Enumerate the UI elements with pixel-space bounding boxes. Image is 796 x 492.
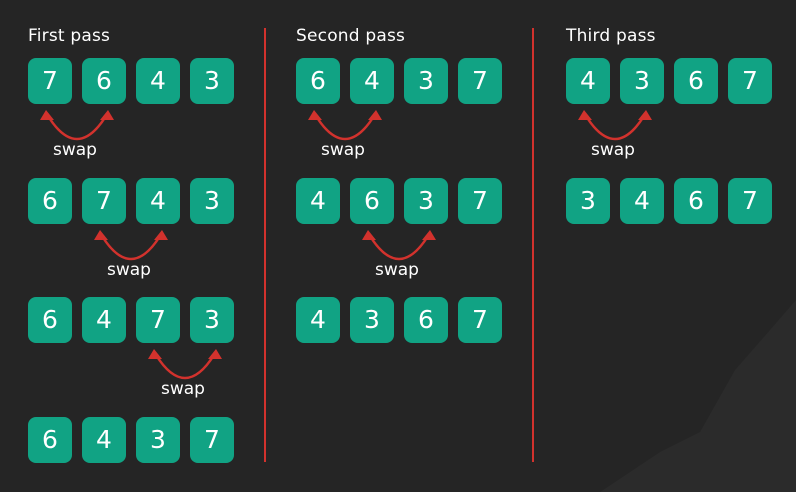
swap-label: swap (321, 140, 365, 160)
array-cell: 6 (82, 58, 126, 104)
array-cell: 4 (620, 178, 664, 224)
pass-divider (264, 28, 266, 462)
array-cell: 6 (28, 417, 72, 463)
array-cell: 3 (566, 178, 610, 224)
array-cell: 4 (350, 58, 394, 104)
swap-label: swap (375, 260, 419, 280)
array-cell: 7 (28, 58, 72, 104)
array-cell: 6 (674, 178, 718, 224)
array-cell: 7 (728, 58, 772, 104)
array-cell: 4 (82, 417, 126, 463)
swap-arrow-icon (148, 349, 222, 380)
array-cell: 3 (190, 58, 234, 104)
array-cell: 7 (190, 417, 234, 463)
array-cell: 4 (136, 58, 180, 104)
swap-arrow-icon (40, 110, 114, 141)
pass-title: Second pass (296, 26, 406, 46)
array-cell: 4 (566, 58, 610, 104)
pass-title: Third pass (566, 26, 656, 46)
swap-arrow-icon (578, 110, 652, 141)
array-cell: 3 (350, 297, 394, 343)
swap-arrow-icon (308, 110, 382, 141)
swap-arrow-icon (94, 230, 168, 261)
array-cell: 3 (620, 58, 664, 104)
array-cell: 6 (28, 297, 72, 343)
array-cell: 4 (296, 297, 340, 343)
array-cell: 6 (350, 178, 394, 224)
pass-divider (532, 28, 534, 462)
array-cell: 4 (136, 178, 180, 224)
array-cell: 7 (458, 297, 502, 343)
swap-label: swap (591, 140, 635, 160)
array-cell: 6 (28, 178, 72, 224)
array-cell: 7 (728, 178, 772, 224)
array-cell: 4 (296, 178, 340, 224)
array-cell: 3 (404, 58, 448, 104)
swap-label: swap (107, 260, 151, 280)
swap-arrow-icon (362, 230, 436, 261)
array-cell: 7 (458, 58, 502, 104)
array-cell: 7 (136, 297, 180, 343)
array-cell: 6 (296, 58, 340, 104)
array-cell: 6 (404, 297, 448, 343)
array-cell: 7 (458, 178, 502, 224)
swap-label: swap (53, 140, 97, 160)
array-cell: 3 (404, 178, 448, 224)
array-cell: 7 (82, 178, 126, 224)
pass-title: First pass (28, 26, 111, 46)
array-cell: 3 (190, 178, 234, 224)
array-cell: 3 (136, 417, 180, 463)
swap-label: swap (161, 379, 205, 399)
array-cell: 3 (190, 297, 234, 343)
array-cell: 6 (674, 58, 718, 104)
array-cell: 4 (82, 297, 126, 343)
